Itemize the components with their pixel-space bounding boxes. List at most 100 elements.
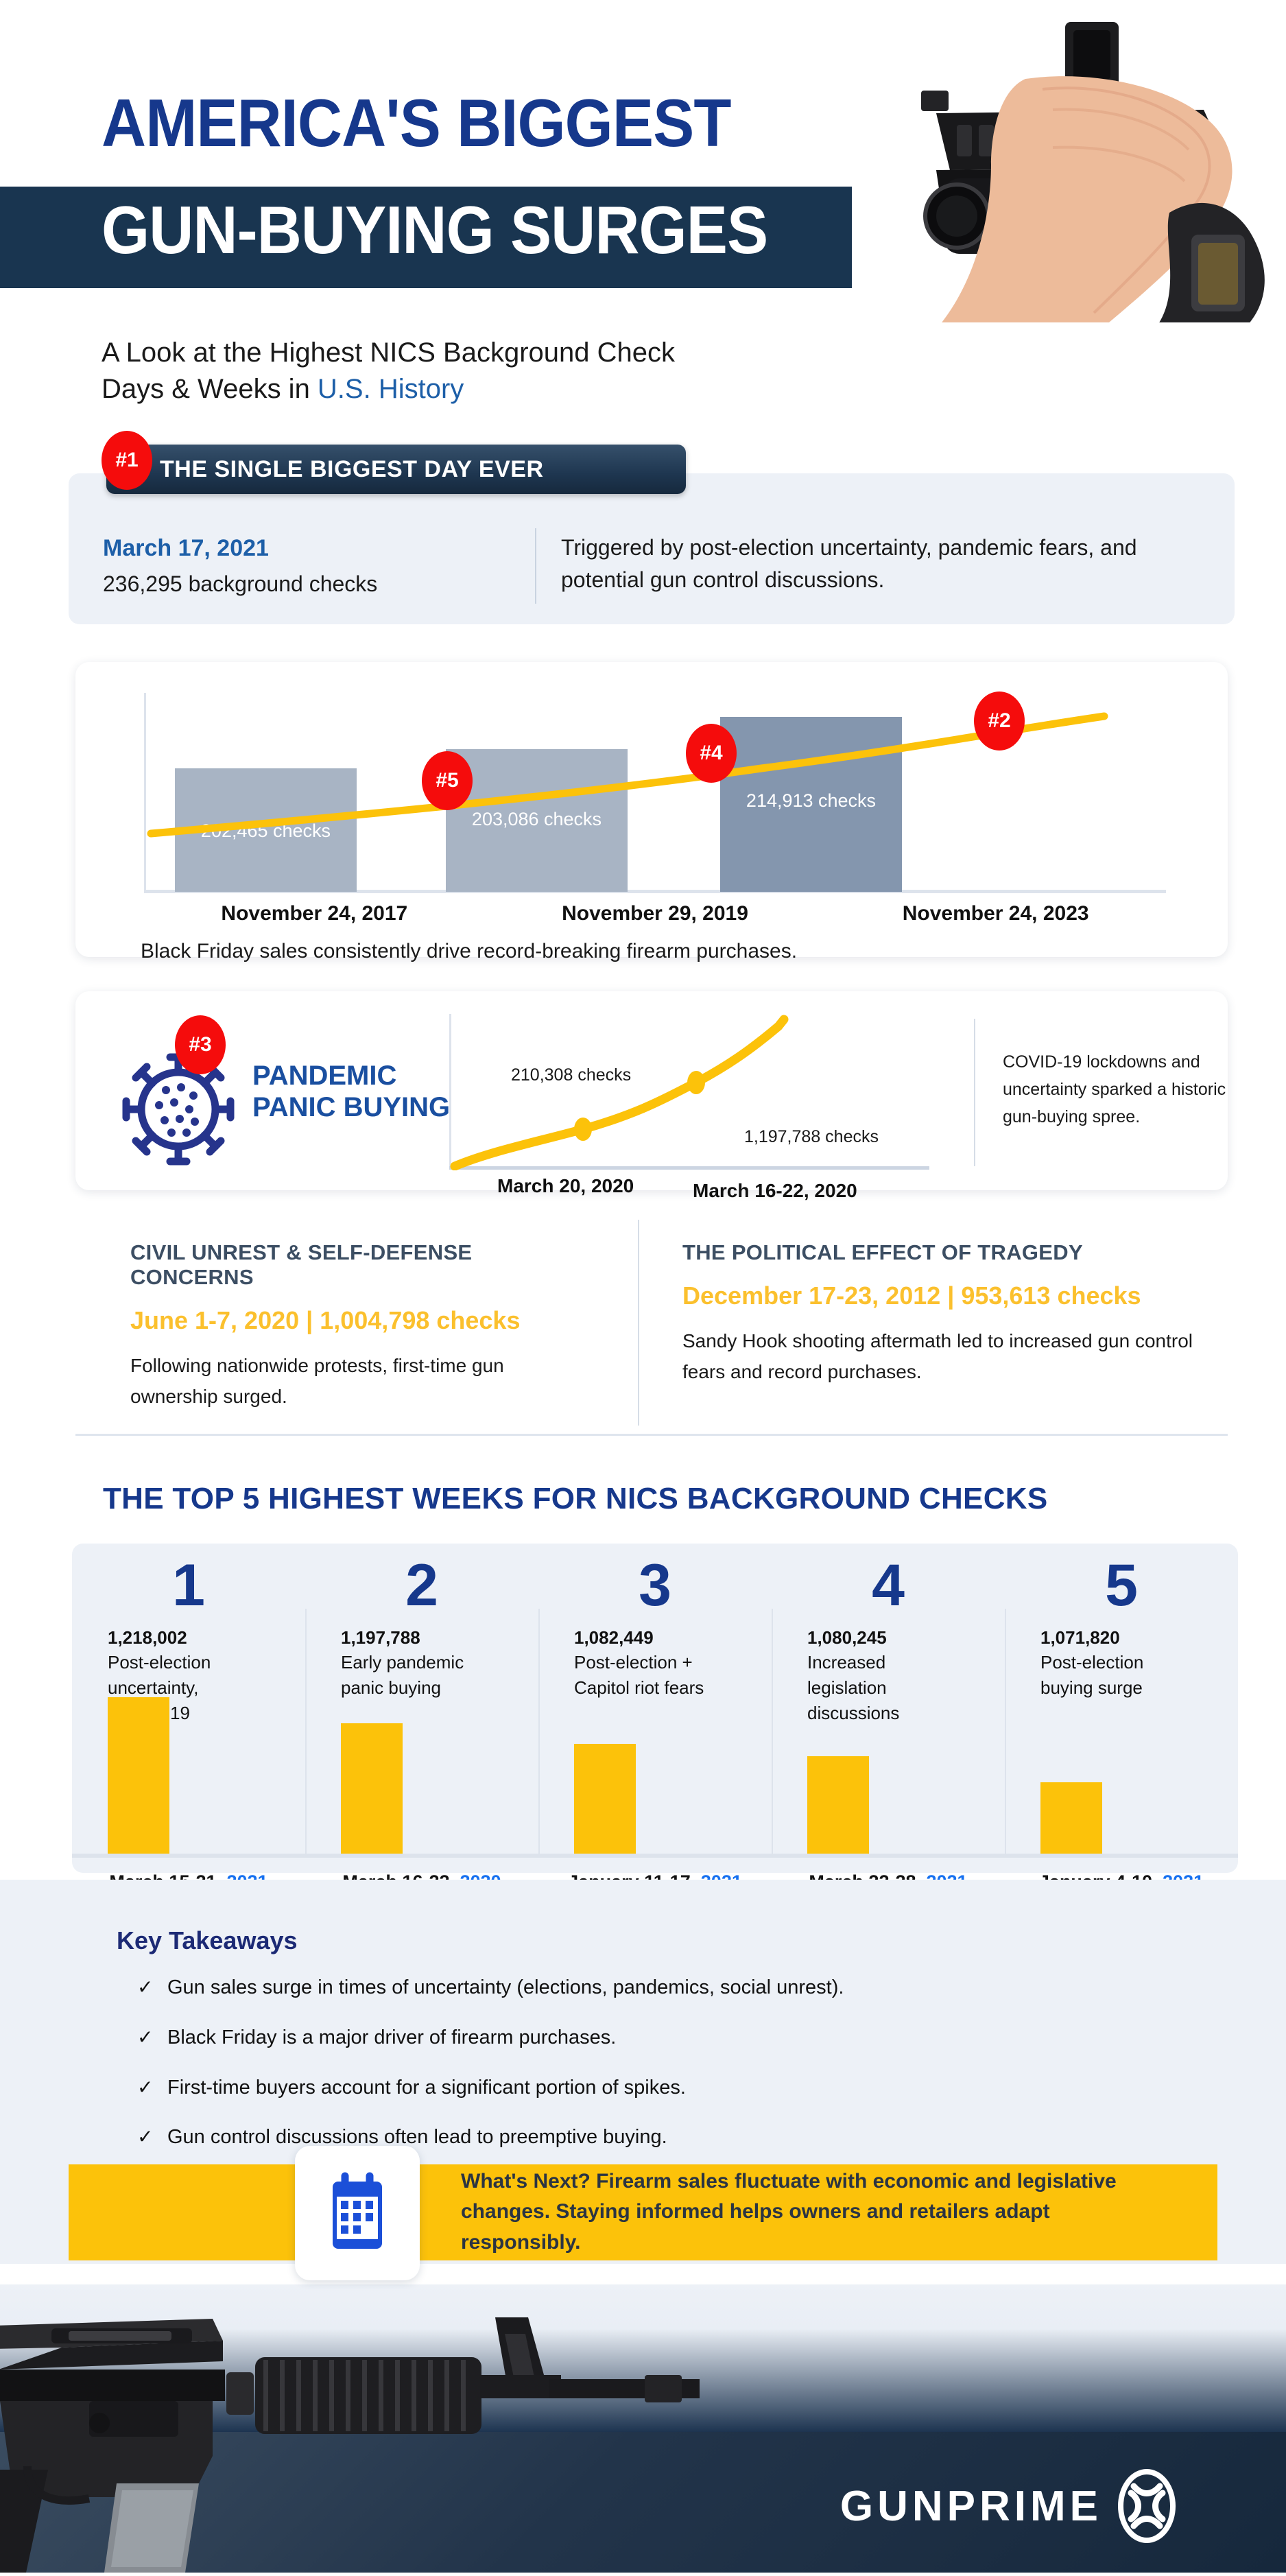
top5-rank-number: 1 xyxy=(172,1552,205,1618)
rank-badge-4: #4 xyxy=(686,724,737,783)
top5-bar xyxy=(1040,1782,1102,1854)
calendar-icon xyxy=(295,2146,420,2280)
key-takeaway-item: ✓ Black Friday is a major driver of firea… xyxy=(137,2026,1166,2050)
civil-unrest-column: CIVIL UNREST & SELF-DEFENSE CONCERNS Jun… xyxy=(130,1240,576,1413)
key-takeaway-item: ✓ Gun sales surge in times of uncertainty… xyxy=(137,1976,1166,2000)
pandemic-point2-label: 1,197,788 checks xyxy=(744,1127,879,1146)
black-friday-bar-label: 214,913 checks xyxy=(746,790,877,812)
key-takeaway-item: ✓ First-time buyers account for a signifi… xyxy=(137,2076,1166,2100)
subtitle-link-us-history[interactable]: U.S. History xyxy=(317,374,464,405)
key-takeaways-title: Key Takeaways xyxy=(117,1926,298,1954)
top5-value: 1,218,002 xyxy=(108,1627,187,1648)
pandemic-xlabel-2: March 16-22, 2020 xyxy=(693,1180,857,1201)
biggest-day-stats: March 17, 2021 236,295 background checks xyxy=(103,535,501,597)
page-subtitle: A Look at the Highest NICS Background Ch… xyxy=(102,335,675,407)
key-takeaway-text: Black Friday is a major driver of firear… xyxy=(167,2026,617,2048)
top5-title: THE TOP 5 HIGHEST WEEKS FOR NICS BACKGRO… xyxy=(103,1482,1048,1515)
subtitle-line1: A Look at the Highest NICS Background Ch… xyxy=(102,338,676,368)
top5-column: 5 1,071,820 Post-election buying surge xyxy=(1005,1544,1238,1873)
pandemic-title-line2: PANIC BUYING xyxy=(252,1092,451,1122)
top5-column: 3 1,082,449 Post-election + Capitol riot f… xyxy=(538,1544,772,1873)
top5-rank-number: 2 xyxy=(405,1552,438,1618)
rifle-photo xyxy=(0,2298,713,2576)
pandemic-line-chart xyxy=(450,1015,789,1170)
section1-divider xyxy=(535,528,536,604)
black-friday-bar: 203,086 checks xyxy=(446,749,628,892)
biggest-day-description: Triggered by post-election uncertainty, … xyxy=(561,535,1137,593)
civil-unrest-heading: CIVIL UNREST & SELF-DEFENSE CONCERNS xyxy=(130,1240,473,1289)
footer-bar xyxy=(0,2432,1286,2573)
key-takeaways-list: ✓ Gun sales surge in times of uncertainty… xyxy=(137,1976,1166,2175)
top5-description: Post-election buying surge xyxy=(1040,1652,1144,1698)
pistol-photo xyxy=(724,0,1286,322)
top5-baseline-axis xyxy=(72,1854,1238,1858)
top5-rank-number: 3 xyxy=(639,1552,671,1618)
top5-value: 1,071,820 xyxy=(1040,1627,1120,1648)
black-friday-x-label: November 24, 2017 xyxy=(221,902,408,925)
black-friday-x-label: November 29, 2019 xyxy=(562,902,748,925)
political-effect-heading: THE POLITICAL EFFECT OF TRAGEDY xyxy=(682,1240,1083,1264)
key-takeaway-item: ✓ Gun control discussions often lead to p… xyxy=(137,2125,1166,2149)
black-friday-y-axis xyxy=(144,693,146,892)
top5-rank-number: 4 xyxy=(872,1552,905,1618)
black-friday-x-label: November 24, 2023 xyxy=(902,902,1089,925)
rank-badge-5: #5 xyxy=(422,751,473,810)
section-biggest-day-ribbon: THE SINGLE BIGGEST DAY EVER xyxy=(106,445,686,494)
rank-badge-3: #3 xyxy=(175,1015,226,1074)
top5-rank-number: 5 xyxy=(1105,1552,1138,1618)
top5-description: Increased legislation discussions xyxy=(807,1652,900,1723)
subtitle-line2: Days & Weeks in U.S. History xyxy=(102,371,675,407)
whats-next-banner xyxy=(69,2164,1217,2260)
check-mark-icon: ✓ xyxy=(137,2126,154,2148)
political-effect-value: December 17-23, 2012 | 953,613 checks xyxy=(682,1281,1141,1310)
black-friday-x-labels: November 24, 2017 November 29, 2019 Novemb… xyxy=(144,902,1166,925)
key-takeaway-text: Gun sales surge in times of uncertainty … xyxy=(167,1976,844,1998)
top5-column: 4 1,080,245 Increased legislation discussi… xyxy=(772,1544,1005,1873)
top5-value: 1,197,788 xyxy=(341,1627,420,1648)
top5-column: 2 1,197,788 Early pandemic panic buying xyxy=(305,1544,538,1873)
civil-unrest-value: June 1-7, 2020 | 1,004,798 checks xyxy=(130,1306,521,1334)
black-friday-caption: Black Friday sales consistently drive re… xyxy=(141,940,798,962)
brand-name: GUNPRIME xyxy=(840,2482,1102,2530)
section-divider-rule xyxy=(75,1434,1228,1436)
top5-bar xyxy=(341,1723,403,1854)
check-mark-icon: ✓ xyxy=(137,1976,154,1998)
top5-description: Post-election + Capitol riot fears xyxy=(574,1652,704,1698)
hero-header: AMERICA'S BIGGEST GUN-BUYING SURGES xyxy=(0,0,1286,404)
pandemic-point1-label: 210,308 checks xyxy=(511,1065,632,1085)
civil-unrest-body: Following nationwide protests, first-tim… xyxy=(130,1355,504,1408)
black-friday-x-axis xyxy=(144,890,1166,893)
biggest-day-checks: 236,295 background checks xyxy=(103,571,378,596)
top5-description: Early pandemic panic buying xyxy=(341,1652,464,1698)
section-biggest-day-card xyxy=(69,473,1235,624)
rank-badge-2: #2 xyxy=(974,692,1025,751)
pandemic-xlabel-1: March 20, 2020 xyxy=(497,1175,634,1196)
page-title-line2: GUN-BUYING SURGES xyxy=(102,192,768,268)
top5-value: 1,082,449 xyxy=(574,1627,654,1648)
coronavirus-icon xyxy=(110,1046,247,1177)
top5-bar xyxy=(574,1744,636,1854)
gunprime-logo: GUNPRIME xyxy=(840,2468,1176,2544)
check-mark-icon: ✓ xyxy=(137,2026,154,2048)
political-effect-body: Sandy Hook shooting aftermath led to inc… xyxy=(682,1330,1193,1383)
title-navy-band xyxy=(0,187,852,288)
pandemic-title: PANDEMIC PANIC BUYING xyxy=(252,1060,450,1123)
top5-bar xyxy=(807,1756,869,1854)
key-takeaway-text: First-time buyers account for a signific… xyxy=(167,2076,686,2099)
pandemic-note: COVID-19 lockdowns and uncertainty spark… xyxy=(1003,1052,1226,1126)
pandemic-x-axis xyxy=(449,1166,929,1170)
gunprime-x-mark-icon xyxy=(1118,2469,1176,2543)
page-title-line1: AMERICA'S BIGGEST xyxy=(102,85,731,161)
black-friday-bar: 214,913 checks xyxy=(720,717,902,892)
top5-value: 1,080,245 xyxy=(807,1627,887,1648)
pandemic-y-axis xyxy=(449,1014,451,1168)
pandemic-card xyxy=(75,991,1228,1190)
black-friday-bar-label: 203,086 checks xyxy=(471,809,602,830)
pandemic-title-line1: PANDEMIC xyxy=(252,1061,397,1091)
key-takeaway-text: Gun control discussions often lead to pr… xyxy=(167,2126,667,2149)
biggest-day-date: March 17, 2021 xyxy=(103,535,269,561)
whats-next-text: What's Next? Firearm sales fluctuate wit… xyxy=(461,2170,1117,2254)
